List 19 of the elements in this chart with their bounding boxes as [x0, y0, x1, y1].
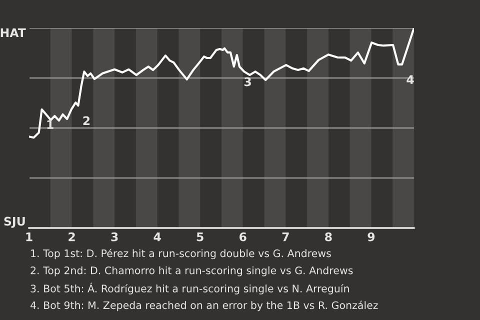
text: 3. Bot 5th: Á. Rodríguez hit a run-scoring single vs N. Arreguín: [30, 282, 349, 294]
annotation: 3: [244, 77, 251, 86]
text: HAT: [0, 28, 26, 37]
annotation: 2: [83, 116, 90, 126]
x-tick-label: 3: [111, 232, 118, 242]
x-tick-label: 4: [154, 232, 161, 242]
annotation: 4: [406, 75, 414, 84]
text: 2. Top 2nd: D. Chamorro hit a run-scoring single vs G. Andrews: [30, 266, 353, 276]
x-tick-label: 2: [68, 232, 75, 242]
x-tick-label: 6: [240, 232, 246, 242]
text: SJU: [4, 216, 25, 228]
x-tick-label: 8: [325, 232, 332, 242]
x-tick-label: 7: [282, 232, 289, 242]
x-tick-label: 1: [26, 232, 32, 242]
text: 1. Top 1st: D. Pérez hit a run-scoring double vs G. Andrews: [31, 248, 331, 260]
x-tick-label: 5: [196, 232, 204, 242]
annotation: 1: [47, 120, 54, 129]
text: 4. Bot 9th: M. Zepeda reached on an error by the 1B vs R. González: [30, 300, 378, 312]
x-tick-label: 9: [368, 232, 375, 242]
